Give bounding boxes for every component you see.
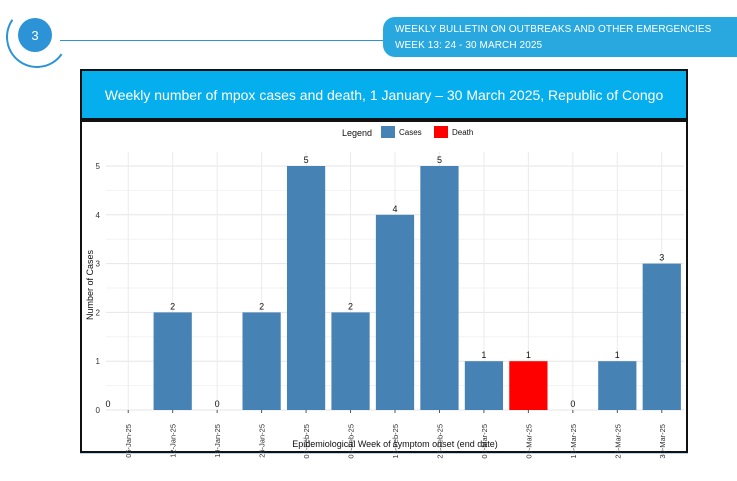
y-tick-label: 4: [96, 211, 101, 220]
data-label-02-Mar-25: 1: [481, 350, 486, 360]
data-label-16-Feb-25: 4: [392, 204, 397, 214]
bar-26-Jan-25: [242, 312, 281, 410]
y-tick-label: 5: [96, 162, 101, 171]
bar-09-Mar-25: [509, 361, 548, 410]
header-rule: [60, 40, 410, 41]
data-label-30-Mar-25: 3: [659, 253, 664, 263]
figure-title-bar: Weekly number of mpox cases and death, 1…: [80, 69, 688, 120]
x-tick-label: 09-Mar-25: [524, 424, 533, 459]
data-label-26-Jan-25: 2: [259, 301, 264, 311]
legend-label-death: Death: [452, 128, 473, 137]
data-label-23-Feb-25: 5: [437, 155, 442, 165]
data-label-02-Feb-25: 5: [304, 155, 309, 165]
x-tick-label: 16-Feb-25: [391, 424, 400, 459]
bulletin-header: WEEKLY BULLETIN ON OUTBREAKS AND OTHER E…: [383, 17, 737, 57]
x-tick-label: 05-Jan-25: [124, 424, 133, 458]
bar-23-Feb-25: [420, 166, 459, 410]
data-label-19-Jan-25: 0: [215, 399, 220, 409]
y-axis-label: Number of Cases: [85, 249, 95, 320]
x-axis-label: Epidemiological Week of symptom onset (e…: [292, 439, 497, 449]
legend-title: Legend: [342, 128, 372, 138]
y-tick-label: 3: [96, 260, 101, 269]
bar-30-Mar-25: [642, 263, 681, 410]
y-tick-label: 0: [96, 406, 101, 415]
page-number: 3: [31, 27, 39, 43]
x-tick-label: 23-Mar-25: [613, 424, 622, 459]
bulletin-week: WEEK 13: 24 - 30 MARCH 2025: [395, 40, 543, 51]
legend-swatch-cases: [381, 126, 395, 138]
bulletin-title: WEEKLY BULLETIN ON OUTBREAKS AND OTHER E…: [395, 24, 712, 35]
data-label-09-Feb-25: 2: [348, 301, 353, 311]
figure-title: Weekly number of mpox cases and death, 1…: [104, 86, 664, 103]
data-label-12-Jan-25: 2: [170, 301, 175, 311]
x-tick-label: 09-Feb-25: [347, 424, 356, 459]
x-tick-label: 02-Mar-25: [480, 424, 489, 459]
bar-09-Feb-25: [331, 312, 370, 410]
bar-12-Jan-25: [153, 312, 192, 410]
y-tick-label: 2: [96, 308, 101, 317]
page-number-badge: 3: [18, 18, 52, 52]
data-label-09-Mar-25: 1: [526, 350, 531, 360]
bar-23-Mar-25: [598, 361, 637, 410]
legend-label-cases: Cases: [399, 128, 422, 137]
x-tick-label: 30-Mar-25: [658, 424, 667, 459]
data-label-05-Jan-25: 0: [105, 399, 110, 409]
bar-02-Feb-25: [286, 166, 326, 410]
x-tick-label: 23-Feb-25: [435, 424, 444, 459]
x-tick-label: 26-Jan-25: [258, 424, 267, 458]
bar-16-Feb-25: [375, 214, 415, 410]
legend-swatch-death: [434, 126, 448, 138]
bar-02-Mar-25: [464, 361, 504, 410]
x-tick-label: 16-Mar-25: [569, 424, 578, 459]
data-label-16-Mar-25: 0: [570, 399, 575, 409]
x-tick-label: 19-Jan-25: [213, 424, 222, 458]
x-tick-label: 02-Feb-25: [302, 424, 311, 459]
y-tick-label: 1: [96, 357, 101, 366]
footer-rule: [80, 453, 688, 454]
data-label-23-Mar-25: 1: [615, 350, 620, 360]
x-tick-label: 12-Jan-25: [169, 424, 178, 458]
